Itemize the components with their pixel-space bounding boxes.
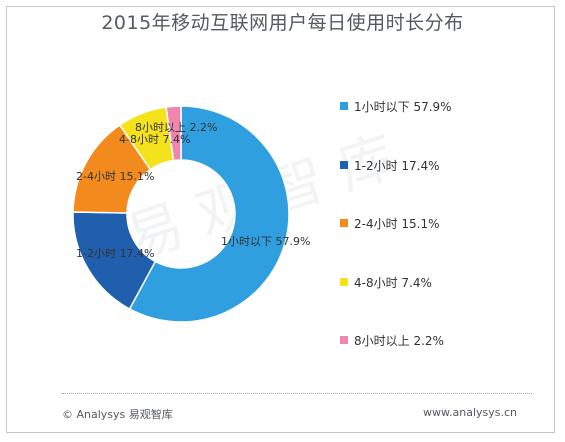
slice-data-label-1: 1小时以下 57.9% bbox=[221, 235, 310, 248]
footer-website: www.analysys.cn bbox=[423, 406, 517, 419]
slice-data-label-2: 1-2小时 17.4% bbox=[76, 247, 154, 260]
donut-slice-1 bbox=[128, 105, 290, 323]
slice-data-label-5: 8小时以上 2.2% bbox=[135, 121, 217, 134]
legend-swatch bbox=[340, 277, 348, 286]
legend-label: 1-2小时 17.4% bbox=[354, 158, 440, 173]
legend-label: 4-8小时 7.4% bbox=[354, 275, 432, 290]
slice-data-label-3: 2-4小时 15.1% bbox=[76, 170, 154, 183]
legend-swatch bbox=[340, 102, 348, 110]
legend-swatch bbox=[340, 336, 348, 344]
slice-data-label-4: 4-8小时 7.4% bbox=[119, 133, 190, 146]
legend-label: 2-4小时 15.1% bbox=[354, 217, 440, 231]
donut-slice-5 bbox=[165, 105, 182, 162]
legend-swatch bbox=[340, 219, 348, 227]
legend-swatch bbox=[340, 160, 348, 169]
legend-label: 8小时以上 2.2% bbox=[354, 334, 444, 348]
footer-divider bbox=[62, 393, 532, 394]
footer-copyright: © Analysys 易观智库 bbox=[62, 408, 173, 421]
legend-label: 1小时以下 57.9% bbox=[354, 100, 452, 114]
chart-title: 2015年移动互联网用户每日使用时长分布 bbox=[101, 12, 464, 34]
